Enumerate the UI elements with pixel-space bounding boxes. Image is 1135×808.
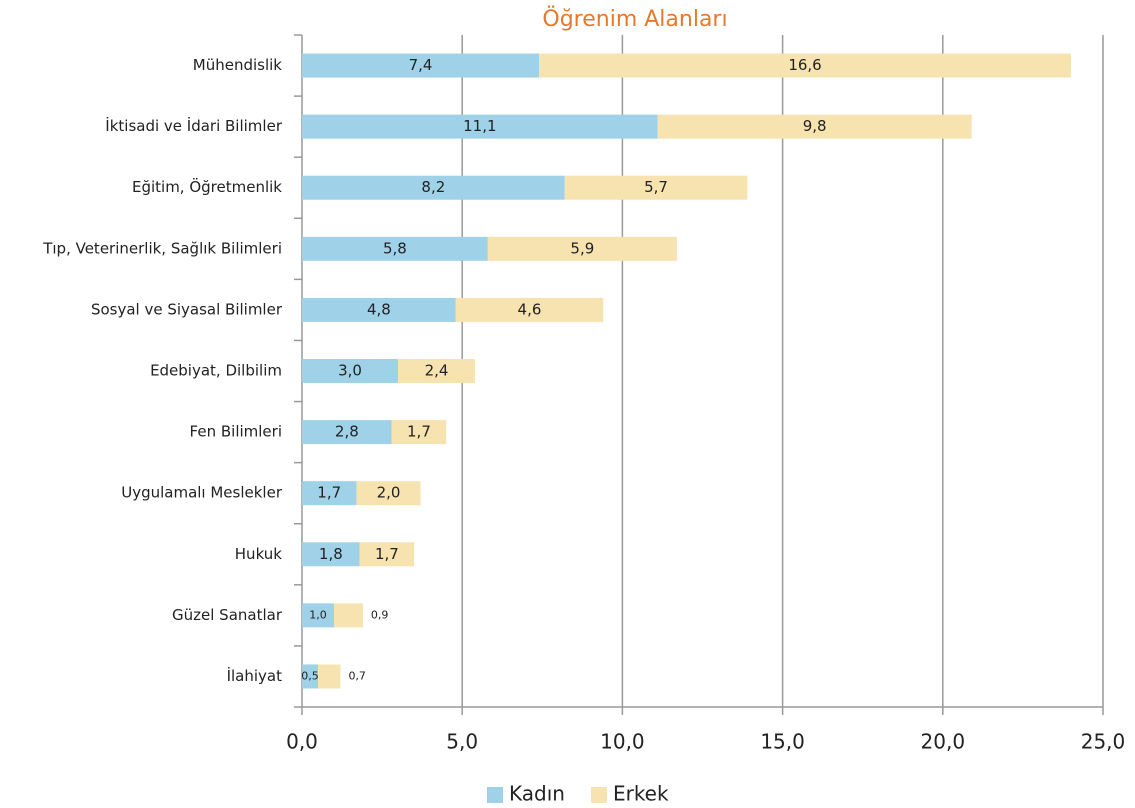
data-label: 2,8 xyxy=(335,423,359,441)
bar xyxy=(455,297,604,322)
bar xyxy=(302,664,319,689)
data-label: 11,1 xyxy=(463,117,496,135)
legend-swatch xyxy=(590,787,607,803)
x-tick-label: 20,0 xyxy=(921,730,966,754)
data-label: 0,5 xyxy=(301,669,319,682)
bar xyxy=(487,236,677,261)
bar xyxy=(302,481,357,506)
y-tick-label: Fen Bilimleri xyxy=(190,423,282,441)
bar xyxy=(302,359,399,383)
bar xyxy=(356,481,421,506)
y-tick-label: Hukuk xyxy=(235,545,283,563)
x-tick-label: 5,0 xyxy=(446,730,478,754)
data-label: 1,7 xyxy=(375,545,399,563)
y-tick-label: Edebiyat, Dilbilim xyxy=(150,362,282,380)
data-label: 1,0 xyxy=(309,608,327,621)
bar xyxy=(334,603,363,628)
bar xyxy=(302,420,392,445)
bar xyxy=(318,664,341,689)
data-label: 4,8 xyxy=(367,300,391,318)
data-label: 9,8 xyxy=(803,117,827,135)
bar xyxy=(657,114,972,139)
bar xyxy=(391,420,447,445)
y-tick-label: Güzel Sanatlar xyxy=(172,606,283,624)
data-label: 3,0 xyxy=(338,362,362,380)
data-label: 0,7 xyxy=(348,669,366,682)
y-tick-label: Tıp, Veterinerlik, Sağlık Bilimleri xyxy=(42,239,282,257)
x-tick-label: 10,0 xyxy=(600,730,645,754)
y-tick-label: İktisadi ve İdari Bilimler xyxy=(105,116,283,135)
legend-label: Kadın xyxy=(509,782,565,806)
y-tick-label: Mühendislik xyxy=(193,56,283,74)
bar xyxy=(302,175,565,200)
chart-title: Öğrenim Alanları xyxy=(542,6,727,32)
bar xyxy=(359,542,415,567)
data-label: 7,4 xyxy=(409,56,433,74)
bar xyxy=(398,359,476,383)
bar xyxy=(302,542,360,567)
data-label: 2,4 xyxy=(425,362,449,380)
data-label: 1,8 xyxy=(319,545,343,563)
x-tick-label: 25,0 xyxy=(1081,730,1126,754)
bar xyxy=(302,114,658,139)
data-label: 8,2 xyxy=(421,178,445,196)
legend-swatch xyxy=(487,787,503,803)
data-label: 5,9 xyxy=(570,239,594,257)
x-tick-label: 0,0 xyxy=(286,730,318,754)
x-tick-label: 15,0 xyxy=(760,730,805,754)
bar xyxy=(539,53,1071,78)
bar xyxy=(302,53,540,78)
data-label: 0,9 xyxy=(371,608,389,621)
legend-label: Erkek xyxy=(613,782,669,806)
data-label: 1,7 xyxy=(407,423,431,441)
data-label: 1,7 xyxy=(317,484,341,502)
bar xyxy=(564,175,748,200)
data-label: 5,8 xyxy=(383,239,407,257)
data-label: 2,0 xyxy=(377,484,401,502)
bar xyxy=(302,297,456,322)
data-label: 4,6 xyxy=(518,300,542,318)
y-tick-label: Sosyal ve Siyasal Bilimler xyxy=(91,300,283,318)
data-label: 5,7 xyxy=(644,178,668,196)
bar xyxy=(302,236,488,261)
y-tick-label: İlahiyat xyxy=(227,666,283,685)
bar xyxy=(302,603,335,628)
y-tick-label: Eğitim, Öğretmenlik xyxy=(132,177,282,196)
y-tick-label: Uygulamalı Meslekler xyxy=(121,484,283,502)
data-label: 16,6 xyxy=(788,56,821,74)
